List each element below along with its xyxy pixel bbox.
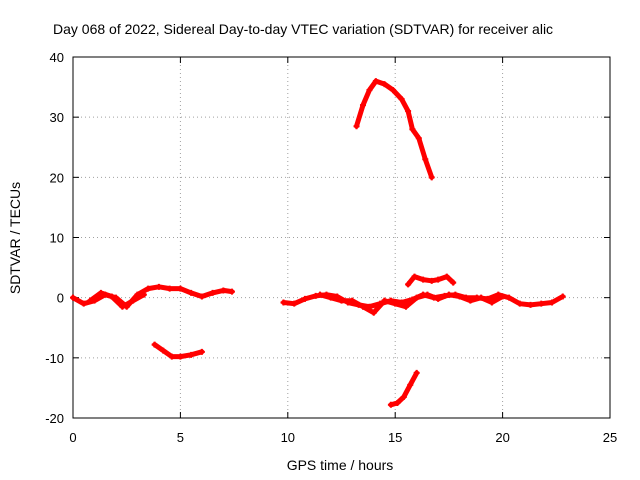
data-series	[70, 78, 566, 408]
data-point	[559, 293, 566, 300]
data-point	[405, 108, 412, 115]
data-point	[97, 289, 104, 296]
data-point	[359, 303, 366, 310]
data-point	[435, 276, 442, 283]
data-point	[435, 295, 442, 302]
x-tick-label: 25	[603, 430, 617, 445]
data-point	[140, 291, 147, 298]
data-point	[394, 399, 401, 406]
data-point	[527, 301, 534, 308]
data-point	[177, 353, 184, 360]
data-point	[370, 309, 377, 316]
data-point	[160, 347, 167, 354]
data-point	[450, 279, 457, 286]
data-point	[338, 297, 345, 304]
data-point	[349, 297, 356, 304]
data-point	[317, 291, 324, 298]
chart-title: Day 068 of 2022, Sidereal Day-to-day VTE…	[53, 21, 553, 37]
data-point	[301, 295, 308, 302]
data-point	[177, 285, 184, 292]
data-point	[420, 276, 427, 283]
data-point	[366, 87, 373, 94]
data-point	[506, 294, 513, 301]
data-point	[228, 288, 235, 295]
x-tick-label: 0	[69, 430, 76, 445]
data-point	[390, 87, 397, 94]
data-point	[428, 277, 435, 284]
data-point	[538, 300, 545, 307]
data-point	[478, 294, 485, 301]
data-point	[291, 300, 298, 307]
data-point	[188, 289, 195, 296]
data-point	[443, 273, 450, 280]
x-tick-label: 15	[388, 430, 402, 445]
data-point	[119, 303, 126, 310]
data-point	[166, 285, 173, 292]
data-point	[108, 293, 115, 300]
data-point	[381, 81, 388, 88]
data-point	[87, 297, 94, 304]
x-tick-label: 5	[177, 430, 184, 445]
data-point	[145, 285, 152, 292]
data-point	[428, 174, 435, 181]
axis-ticks: 0 5 10 15 20 25 -20 -10 0 10 20 30 40	[45, 50, 617, 445]
grid	[73, 57, 610, 418]
data-point	[353, 123, 360, 130]
data-point	[424, 291, 431, 298]
data-point	[402, 303, 409, 310]
y-tick-label: -20	[45, 411, 64, 426]
x-axis-label: GPS time / hours	[287, 457, 394, 473]
data-point	[198, 348, 205, 355]
data-point	[467, 297, 474, 304]
series-arc-6	[354, 78, 435, 180]
data-point	[422, 156, 429, 163]
data-point	[407, 381, 414, 388]
data-point	[409, 126, 416, 133]
data-point	[130, 297, 137, 304]
data-point	[387, 401, 394, 408]
data-point	[280, 299, 287, 306]
data-point	[188, 351, 195, 358]
data-point	[415, 135, 422, 142]
data-point	[411, 273, 418, 280]
y-tick-label: 10	[50, 231, 64, 246]
y-tick-label: 30	[50, 110, 64, 125]
data-point	[80, 300, 87, 307]
data-point	[155, 283, 162, 290]
data-point	[488, 299, 495, 306]
data-point	[392, 300, 399, 307]
data-point	[413, 294, 420, 301]
x-tick-label: 10	[281, 430, 295, 445]
data-point	[151, 341, 158, 348]
data-point	[209, 289, 216, 296]
data-point	[398, 96, 405, 103]
data-point	[456, 293, 463, 300]
data-point	[359, 102, 366, 109]
data-point	[312, 292, 319, 299]
data-point	[516, 300, 523, 307]
y-tick-label: 40	[50, 50, 64, 65]
data-point	[499, 293, 506, 300]
y-axis-label: SDTVAR / TECUs	[7, 182, 23, 294]
data-point	[168, 353, 175, 360]
data-point	[70, 294, 76, 301]
series-arc-1	[70, 284, 235, 310]
data-point	[327, 294, 334, 301]
data-point	[372, 78, 379, 85]
data-point	[400, 393, 407, 400]
data-point	[413, 369, 420, 376]
data-point	[381, 297, 388, 304]
data-point	[198, 293, 205, 300]
x-tick-label: 20	[495, 430, 509, 445]
data-point	[220, 287, 227, 294]
data-point	[549, 299, 556, 306]
data-point	[445, 291, 452, 298]
y-tick-label: -10	[45, 351, 64, 366]
data-point	[405, 281, 412, 288]
y-tick-label: 20	[50, 170, 64, 185]
y-tick-label: 0	[57, 291, 64, 306]
